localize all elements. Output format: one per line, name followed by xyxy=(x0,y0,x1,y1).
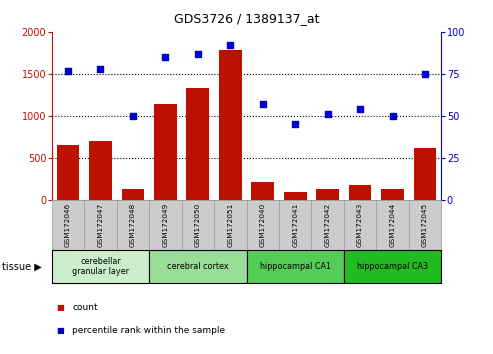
Text: ■: ■ xyxy=(57,326,65,336)
Point xyxy=(421,71,429,77)
Bar xyxy=(57,144,79,200)
Text: GSM172044: GSM172044 xyxy=(389,202,395,247)
Text: GSM172049: GSM172049 xyxy=(162,202,169,247)
Bar xyxy=(219,50,242,200)
Bar xyxy=(186,88,209,200)
Text: GSM172050: GSM172050 xyxy=(195,202,201,247)
Bar xyxy=(89,141,112,200)
Point xyxy=(226,42,234,48)
Text: GSM172043: GSM172043 xyxy=(357,202,363,247)
Point xyxy=(356,106,364,112)
Text: count: count xyxy=(72,303,98,313)
Text: cerebral cortex: cerebral cortex xyxy=(167,262,229,271)
Point xyxy=(194,51,202,57)
Point xyxy=(64,68,72,73)
Text: GDS3726 / 1389137_at: GDS3726 / 1389137_at xyxy=(174,12,319,25)
Text: GSM172045: GSM172045 xyxy=(422,202,428,247)
Text: GSM172040: GSM172040 xyxy=(260,202,266,247)
Point xyxy=(388,113,396,119)
Text: tissue ▶: tissue ▶ xyxy=(2,261,42,272)
Bar xyxy=(317,189,339,200)
Point xyxy=(161,54,169,60)
Text: GSM172042: GSM172042 xyxy=(324,202,331,247)
Text: hippocampal CA3: hippocampal CA3 xyxy=(357,262,428,271)
Point xyxy=(259,101,267,107)
Bar xyxy=(251,182,274,200)
Bar xyxy=(122,189,144,200)
Bar xyxy=(414,148,436,200)
Bar xyxy=(284,192,307,200)
Point xyxy=(291,121,299,127)
Text: hippocampal CA1: hippocampal CA1 xyxy=(260,262,331,271)
Text: GSM172046: GSM172046 xyxy=(65,202,71,247)
Text: GSM172048: GSM172048 xyxy=(130,202,136,247)
Bar xyxy=(154,104,176,200)
Point xyxy=(97,66,105,72)
Text: percentile rank within the sample: percentile rank within the sample xyxy=(72,326,226,336)
Bar xyxy=(349,185,371,200)
Text: GSM172051: GSM172051 xyxy=(227,202,233,247)
Bar xyxy=(381,189,404,200)
Text: GSM172041: GSM172041 xyxy=(292,202,298,247)
Text: GSM172047: GSM172047 xyxy=(98,202,104,247)
Point xyxy=(324,112,332,117)
Text: ■: ■ xyxy=(57,303,65,313)
Text: cerebellar
granular layer: cerebellar granular layer xyxy=(72,257,129,276)
Point xyxy=(129,113,137,119)
